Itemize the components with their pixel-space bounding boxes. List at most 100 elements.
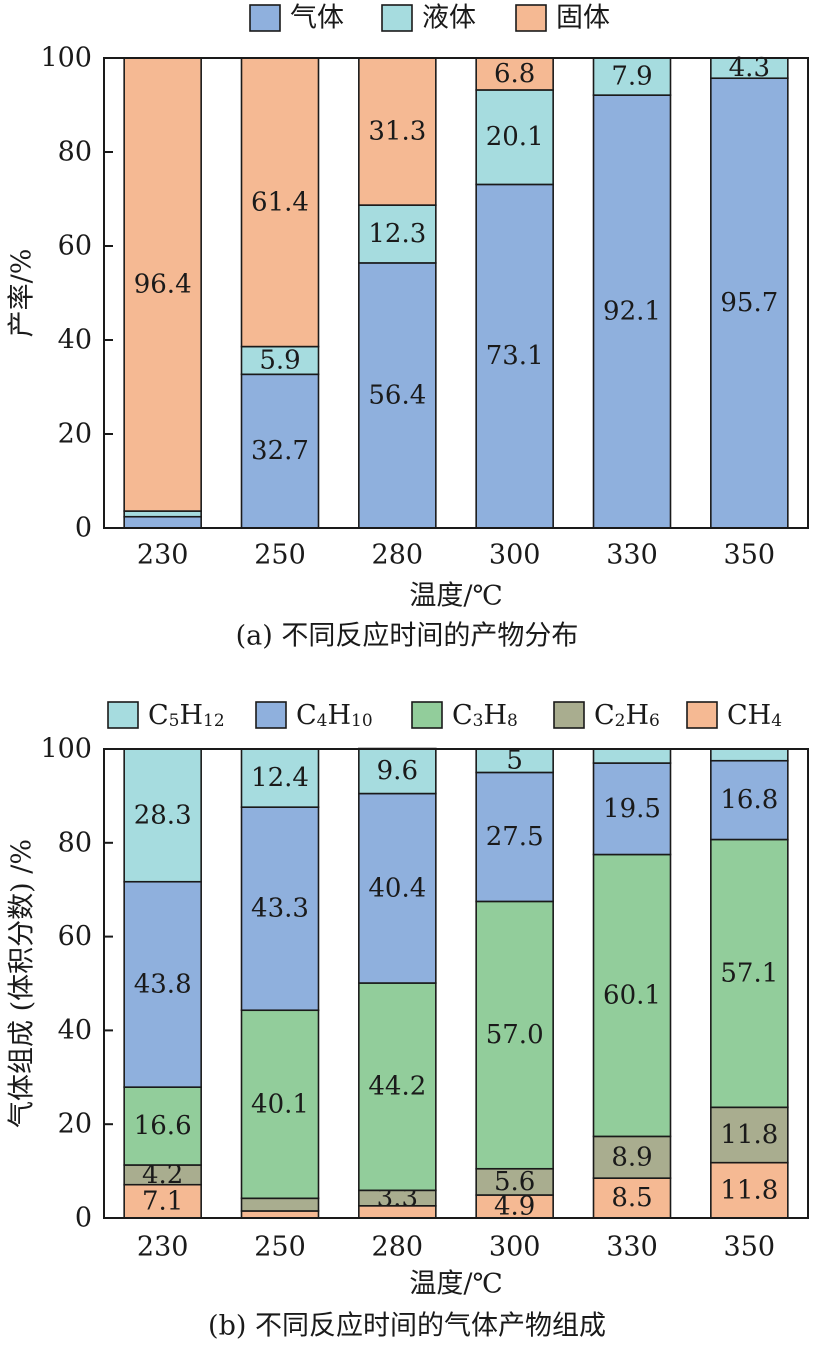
b-bar-C2H6-300 xyxy=(475,1167,554,1196)
b-bar-C3H8-230 xyxy=(123,1086,202,1166)
a-data-label-气体-350: 95.7 xyxy=(720,288,778,318)
b-data-label-C4H10-280: 40.4 xyxy=(368,873,426,903)
b-data-label-CH4-300: 4.9 xyxy=(494,1192,535,1222)
a-bar-气体-300 xyxy=(475,183,554,529)
a-legend-label-固体: 固体 xyxy=(556,3,610,34)
a-bar-液体-280 xyxy=(358,204,437,264)
b-data-label-C3H8-280: 44.2 xyxy=(368,1072,426,1102)
b-legend-label-C2H6: C2H6 xyxy=(594,700,660,732)
a-y-tick-label: 40 xyxy=(58,325,92,356)
a-data-label-固体-250: 61.4 xyxy=(251,187,309,217)
a-legend-label-气体: 气体 xyxy=(290,3,344,34)
b-data-label-CH4-330: 8.5 xyxy=(611,1183,652,1213)
b-legend-label-C3H8: C3H8 xyxy=(452,700,518,732)
b-plot-frame xyxy=(103,748,809,1219)
b-data-label-C3H8-300: 57.0 xyxy=(486,1020,544,1050)
a-bar-固体-250 xyxy=(240,57,320,348)
b-bar-C2H6-330 xyxy=(592,1135,672,1179)
a-x-tick-label: 250 xyxy=(254,540,306,571)
b-legend-swatch-CH4 xyxy=(686,701,718,729)
b-bar-C4H10-230 xyxy=(123,880,202,1088)
b-legend-item-C3H8: C3H8 xyxy=(411,700,518,732)
chart-a-product-distribution: 96.4 32.7 5.9 61.4 56.4 12.3 31.3 73.1 20.1 6.8 92… xyxy=(7,3,809,652)
b-bar-C4H10-250 xyxy=(240,806,320,1012)
b-data-label-CH4-350: 11.8 xyxy=(720,1175,778,1205)
a-legend-swatch-气体 xyxy=(249,4,281,32)
a-data-label-气体-330: 92.1 xyxy=(603,297,661,327)
chart-b-gas-composition: 7.14.216.643.828.340.143.312.43.344.240.… xyxy=(7,700,809,1342)
a-data-label-液体-250: 5.9 xyxy=(259,345,300,375)
a-x-tick-label: 300 xyxy=(489,540,541,571)
b-bar-C5H12-250 xyxy=(240,748,320,808)
a-bars: 96.4 32.7 5.9 61.4 56.4 12.3 31.3 73.1 20.1 6.8 92… xyxy=(123,53,789,529)
a-bar-气体-230 xyxy=(123,515,202,529)
a-bar-气体-250 xyxy=(240,373,320,529)
b-bar-C5H12-350 xyxy=(710,748,789,762)
a-data-label-固体-230: 96.4 xyxy=(134,270,192,300)
b-legend-item-C4H10: C4H10 xyxy=(255,700,373,732)
a-data-label-气体-300: 73.1 xyxy=(486,341,544,371)
b-data-label-C4H10-250: 43.3 xyxy=(251,894,309,924)
a-y-tick-label: 100 xyxy=(40,43,92,74)
a-legend-item-液体: 液体 xyxy=(381,3,476,34)
b-data-label-C4H10-230: 43.8 xyxy=(134,969,192,999)
b-x-tick-label: 230 xyxy=(137,1232,189,1263)
b-y-tick-label: 80 xyxy=(58,827,92,858)
b-legend-swatch-C4H10 xyxy=(255,701,287,729)
b-legend-item-CH4: CH4 xyxy=(686,700,782,732)
b-x-tick-label: 350 xyxy=(724,1232,776,1263)
b-y-axis-title: 气体组成 (体积分数) /% xyxy=(7,839,38,1128)
b-data-label-C4H10-350: 16.8 xyxy=(720,785,778,815)
a-data-label-液体-300: 20.1 xyxy=(486,122,544,152)
b-data-label-C5H12-250: 12.4 xyxy=(251,763,309,793)
a-data-label-固体-280: 31.3 xyxy=(368,117,426,147)
b-legend-label-C4H10: C4H10 xyxy=(296,700,373,732)
b-data-label-C5H12-300: 5 xyxy=(506,746,523,776)
b-bar-C4H10-330 xyxy=(592,762,672,856)
a-x-tick-label: 280 xyxy=(372,540,424,571)
a-x-tick-label: 330 xyxy=(606,540,658,571)
a-x-tick-label: 230 xyxy=(137,540,189,571)
b-y-tick-label: 0 xyxy=(75,1203,92,1234)
a-bar-固体-230 xyxy=(123,57,202,512)
b-data-label-C3H8-350: 57.1 xyxy=(720,958,778,988)
a-data-label-液体-280: 12.3 xyxy=(368,219,426,249)
b-data-label-C2H6-300: 5.6 xyxy=(494,1167,535,1197)
b-x-axis-title: 温度/℃ xyxy=(409,1269,502,1300)
a-x-axis-title: 温度/℃ xyxy=(409,581,502,612)
a-bar-液体-330 xyxy=(592,57,672,96)
b-legend-item-C2H6: C2H6 xyxy=(553,700,660,732)
b-legend: C5H12 C4H10 C3H8 C2H6 CH4 xyxy=(107,700,782,732)
b-x-tick-label: 300 xyxy=(489,1232,541,1263)
b-bars: 7.14.216.643.828.340.143.312.43.344.240.… xyxy=(123,746,789,1222)
b-data-label-C2H6-330: 8.9 xyxy=(611,1142,652,1172)
a-bar-液体-230 xyxy=(123,510,202,518)
a-legend-label-液体: 液体 xyxy=(422,3,476,34)
a-y-tick-label: 0 xyxy=(75,513,92,544)
b-bar-C5H12-280 xyxy=(358,747,437,795)
a-data-label-气体-250: 32.7 xyxy=(251,436,309,466)
a-legend: 气体 液体 固体 xyxy=(249,3,610,34)
a-x-tick-label: 350 xyxy=(724,540,776,571)
b-bar-C4H10-280 xyxy=(358,792,437,984)
b-data-label-C2H6-350: 11.8 xyxy=(720,1120,778,1150)
b-bar-C3H8-330 xyxy=(592,853,672,1138)
a-bar-固体-300 xyxy=(475,57,554,91)
b-legend-label-C5H12: C5H12 xyxy=(148,700,225,732)
b-data-label-C3H8-250: 40.1 xyxy=(251,1089,309,1119)
b-legend-swatch-C2H6 xyxy=(553,701,585,729)
b-data-label-C5H12-280: 9.6 xyxy=(377,756,418,786)
b-y-tick-label: 100 xyxy=(40,734,92,765)
b-data-label-C4H10-300: 27.5 xyxy=(486,822,544,852)
b-legend-label-CH4: CH4 xyxy=(727,700,782,732)
b-data-label-C3H8-230: 16.6 xyxy=(134,1111,192,1141)
a-y-tick-label: 20 xyxy=(58,419,92,450)
a-bar-液体-300 xyxy=(475,89,554,186)
a-y-tick-label: 80 xyxy=(58,137,92,168)
a-plot-frame xyxy=(103,57,809,529)
b-bar-C2H6-250 xyxy=(240,1197,320,1212)
a-legend-item-气体: 气体 xyxy=(249,3,344,34)
a-y-tick-label: 60 xyxy=(58,231,92,262)
b-x-tick-label: 250 xyxy=(254,1232,306,1263)
